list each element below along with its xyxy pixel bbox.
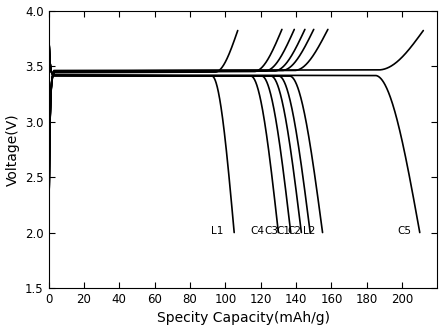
Text: C2: C2 — [288, 226, 301, 236]
Y-axis label: Voltage(V): Voltage(V) — [6, 113, 19, 186]
Text: C4: C4 — [250, 226, 264, 236]
X-axis label: Specity Capacity(mAh/g): Specity Capacity(mAh/g) — [156, 311, 330, 325]
Text: C3: C3 — [264, 226, 278, 236]
Text: L2: L2 — [303, 226, 315, 236]
Text: C1: C1 — [277, 226, 291, 236]
Text: C5: C5 — [397, 226, 411, 236]
Text: L1: L1 — [211, 226, 224, 236]
